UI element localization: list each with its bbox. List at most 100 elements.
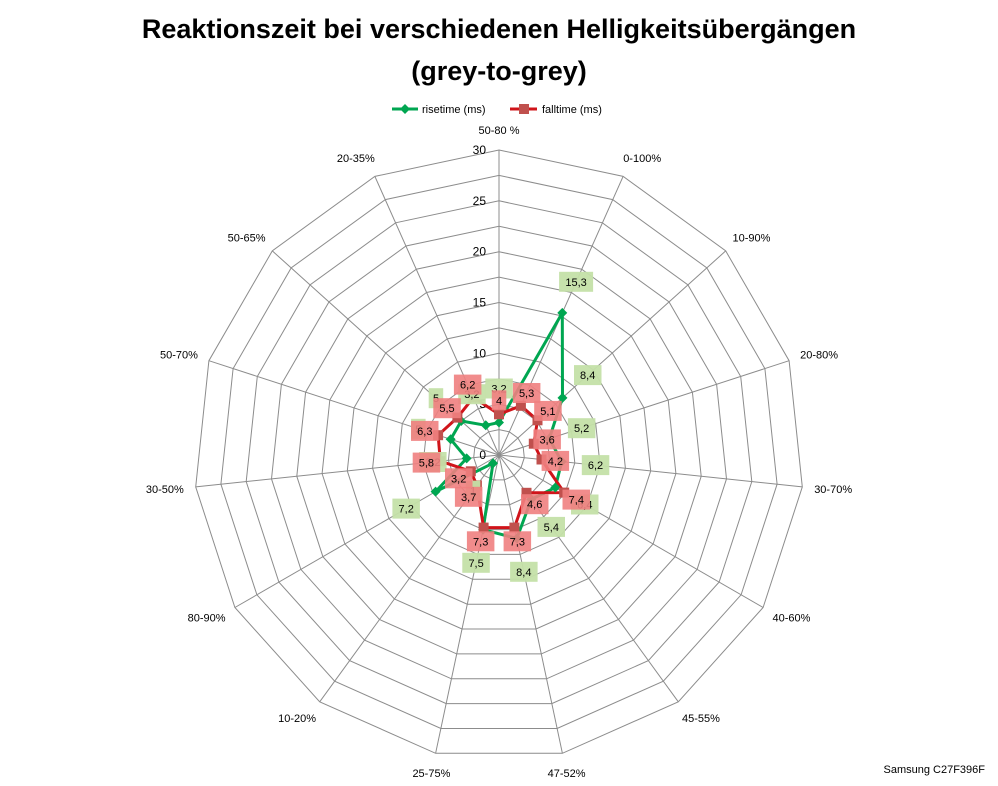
data-label-background bbox=[521, 494, 549, 515]
risetime-data-label: 8,4 bbox=[574, 365, 602, 386]
data-label-text: 4 bbox=[496, 395, 502, 407]
falltime-data-label: 7,4 bbox=[562, 489, 590, 510]
axis-category-label: 10-90% bbox=[733, 233, 771, 245]
falltime-point bbox=[536, 454, 547, 465]
risetime-point bbox=[550, 482, 561, 493]
data-label-text: 7,3 bbox=[473, 536, 488, 548]
data-label-background bbox=[412, 452, 441, 473]
footer-model-name: Samsung C27F396F bbox=[884, 764, 986, 776]
data-label-background bbox=[567, 418, 596, 439]
axis-category-label: 80-90% bbox=[188, 613, 226, 625]
risetime-point bbox=[557, 307, 568, 318]
risetime-point bbox=[445, 434, 456, 445]
legend: risetime (ms) falltime (ms) bbox=[392, 104, 602, 116]
data-label-text: 5,2 bbox=[574, 423, 589, 435]
axis-category-label: 50-65% bbox=[228, 233, 266, 245]
grid-ring bbox=[270, 225, 728, 680]
falltime-point bbox=[494, 409, 504, 420]
data-label-text: 6,2 bbox=[460, 380, 475, 392]
data-label-text: 5,5 bbox=[439, 403, 454, 415]
data-label-text: 4,2 bbox=[548, 456, 563, 468]
axis-category-label: 40-60% bbox=[773, 613, 811, 625]
radar-grid bbox=[195, 149, 803, 754]
axis-category-label: 45-55% bbox=[682, 713, 720, 725]
axis-category-label: 30-50% bbox=[146, 484, 184, 496]
risetime-point bbox=[488, 458, 499, 469]
data-label-background bbox=[411, 420, 439, 441]
falltime-data-label: 6,3 bbox=[411, 420, 439, 441]
grid-ring bbox=[473, 429, 525, 481]
data-label-text: 15,3 bbox=[565, 277, 586, 289]
chart-title-line-2: (grey-to-grey) bbox=[411, 56, 587, 86]
falltime-data-label: 3,6 bbox=[533, 429, 561, 450]
data-label-text: 7,3 bbox=[510, 536, 525, 548]
falltime-data-label: 5,5 bbox=[433, 398, 461, 419]
radial-tick-label: 25 bbox=[473, 194, 487, 208]
falltime-data-label: 5,8 bbox=[412, 452, 441, 473]
falltime-data-label: 4,6 bbox=[521, 494, 549, 515]
data-label-background bbox=[512, 383, 541, 403]
data-label-text: 7,5 bbox=[468, 558, 483, 570]
grid-ring bbox=[195, 149, 803, 754]
risetime-data-label: 8,4 bbox=[510, 561, 538, 582]
risetime-point bbox=[494, 417, 504, 428]
radial-tick-label: 20 bbox=[473, 245, 487, 259]
data-label-text: 5,4 bbox=[544, 522, 559, 534]
data-label-background bbox=[503, 531, 532, 552]
grid-ring bbox=[245, 200, 753, 705]
grid-spoke bbox=[435, 454, 500, 754]
falltime-data-label: 3,7 bbox=[454, 486, 483, 507]
legend-falltime-label: falltime (ms) bbox=[542, 104, 602, 116]
falltime-data-label: 5,1 bbox=[534, 400, 562, 421]
risetime-point bbox=[557, 392, 568, 403]
data-label-text: 5,3 bbox=[519, 388, 534, 400]
data-label-background bbox=[533, 429, 561, 450]
risetime-point bbox=[430, 486, 441, 497]
grid-ring bbox=[296, 251, 702, 655]
data-label-text: 6,2 bbox=[588, 460, 603, 472]
radial-tick-label: 0 bbox=[479, 448, 486, 462]
data-label-background bbox=[491, 390, 507, 411]
falltime-data-label: 4,2 bbox=[541, 450, 570, 471]
axis-category-label: 50-80 % bbox=[479, 125, 520, 137]
radial-tick-label: 15 bbox=[473, 296, 487, 310]
data-label-text: 4,6 bbox=[527, 499, 542, 511]
data-label-background bbox=[541, 450, 570, 471]
falltime-point bbox=[515, 400, 526, 411]
data-label-text: 8,4 bbox=[516, 567, 531, 579]
axis-category-label: 20-35% bbox=[337, 153, 375, 165]
data-label-text: 5,8 bbox=[419, 458, 434, 470]
data-label-text: 7,4 bbox=[569, 495, 584, 507]
falltime-point bbox=[478, 522, 489, 533]
data-label-background bbox=[466, 531, 495, 552]
data-label-background bbox=[537, 516, 565, 537]
grid-spoke bbox=[374, 176, 500, 456]
falltime-data-label: 5,3 bbox=[512, 383, 541, 403]
data-labels: 3,215,38,45,26,26,45,48,47,517,23,2553,2… bbox=[392, 271, 610, 582]
data-label-text: 3,2 bbox=[451, 473, 466, 485]
risetime-data-label: 5,2 bbox=[567, 418, 596, 439]
data-label-text: 3,6 bbox=[539, 434, 554, 446]
risetime-data-label: 5,4 bbox=[537, 516, 565, 537]
grid-ring bbox=[220, 174, 778, 729]
risetime-data-label: 6,2 bbox=[581, 455, 610, 476]
grid-spoke bbox=[498, 454, 764, 608]
grid-ring bbox=[346, 301, 652, 605]
data-label-background bbox=[462, 552, 490, 573]
falltime-data-label: 4 bbox=[491, 390, 507, 411]
data-label-background bbox=[562, 489, 590, 510]
data-label-background bbox=[510, 561, 538, 582]
radial-tick-labels: 051015202530 bbox=[473, 143, 487, 462]
legend-risetime-marker bbox=[400, 104, 410, 114]
falltime-data-label: 3,2 bbox=[445, 468, 473, 489]
axis-category-label: 30-70% bbox=[814, 484, 852, 496]
grid-ring bbox=[397, 352, 601, 555]
falltime-data-label: 7,3 bbox=[503, 531, 532, 552]
legend-risetime-label: risetime (ms) bbox=[422, 104, 486, 116]
risetime-data-label: 15,3 bbox=[559, 271, 594, 292]
radial-tick-label: 10 bbox=[473, 346, 487, 360]
risetime-point bbox=[480, 420, 491, 431]
risetime-data-label: 7,2 bbox=[392, 498, 420, 519]
grid-ring bbox=[372, 327, 626, 580]
